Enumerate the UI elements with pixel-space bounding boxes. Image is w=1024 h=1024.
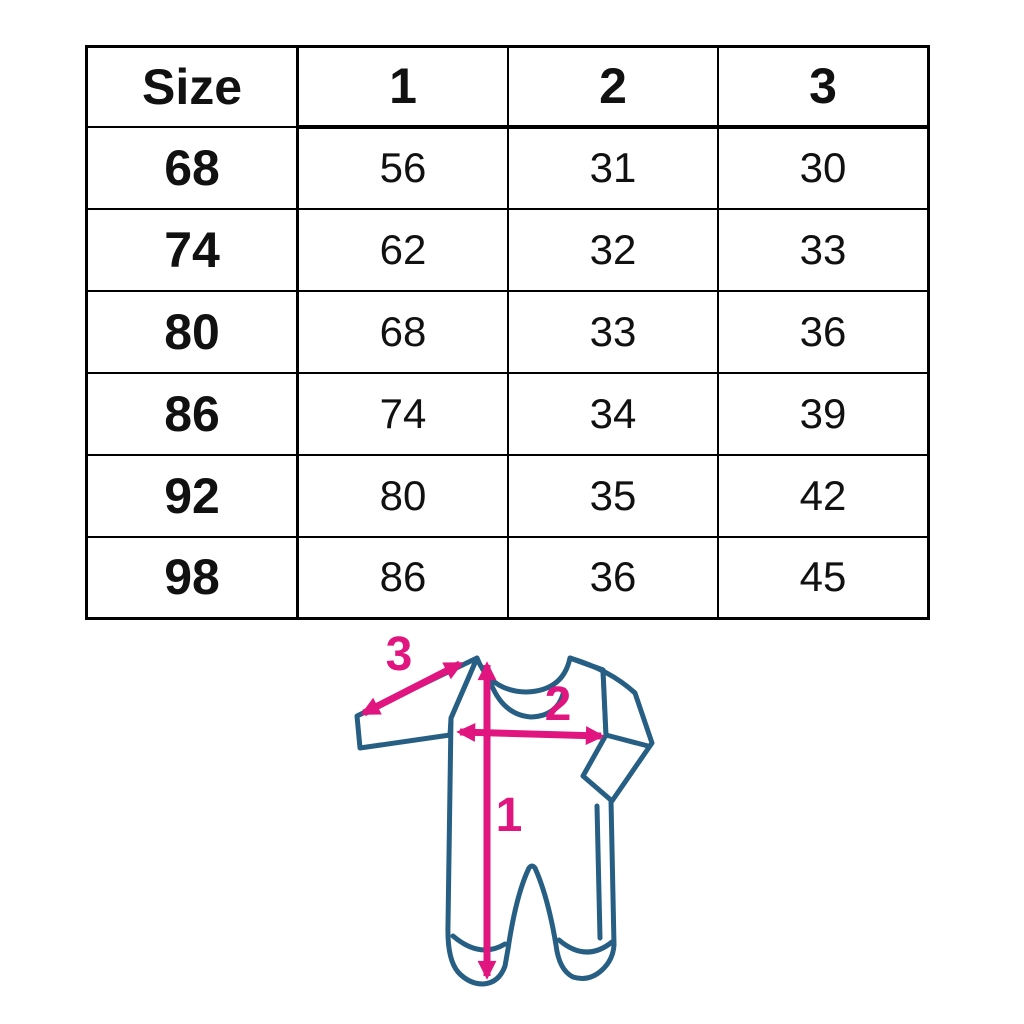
right-cuff-fold-line (603, 732, 651, 749)
value-cell: 68 (296, 289, 509, 374)
size-cell: 86 (85, 371, 299, 456)
arrow-label-2: 2 (545, 678, 572, 731)
value-cell: 33 (507, 289, 719, 374)
value-cell: 74 (296, 371, 509, 456)
value-cell: 56 (296, 125, 509, 210)
size-cell: 92 (85, 453, 299, 538)
arrow-chest-2 (456, 722, 605, 746)
measurement-arrows (360, 660, 605, 980)
table-row: 80 68 33 36 (85, 289, 930, 374)
arrow-label-1: 1 (496, 789, 523, 842)
right-ankle-line (556, 937, 615, 955)
sleepsuit-diagram-icon: 1 2 3 (354, 628, 655, 987)
value-cell: 36 (717, 289, 930, 374)
size-cell: 98 (85, 535, 299, 620)
value-cell: 34 (507, 371, 719, 456)
body-outline (445, 655, 617, 987)
value-cell: 36 (507, 535, 719, 620)
value-cell: 62 (296, 207, 509, 292)
header-cell-1: 1 (296, 45, 509, 129)
size-cell: 68 (85, 125, 299, 210)
value-cell: 35 (507, 453, 719, 538)
arrow-sleeve-3 (360, 660, 464, 717)
value-cell: 42 (717, 453, 930, 538)
measurement-diagram: 1 2 3 (320, 615, 730, 1024)
table-row: 68 56 31 30 (85, 125, 930, 210)
header-cell-2: 2 (507, 45, 719, 129)
header-cell-size: Size (85, 45, 299, 128)
value-cell: 80 (296, 453, 509, 538)
right-sleeve-outline (567, 655, 655, 804)
value-cell: 45 (717, 535, 930, 620)
header-cell-3: 3 (717, 45, 930, 129)
value-cell: 30 (717, 125, 930, 210)
arrow-label-3: 3 (386, 628, 413, 681)
size-cell: 74 (85, 207, 299, 292)
table-row: 74 62 32 33 (85, 207, 930, 292)
table-row: 98 86 36 45 (85, 535, 930, 620)
size-cell: 80 (85, 289, 299, 374)
table-row: 92 80 35 42 (85, 453, 930, 538)
size-table: Size 1 2 3 68 56 31 30 74 62 32 33 (85, 45, 930, 620)
value-cell: 31 (507, 125, 719, 210)
size-table-container: Size 1 2 3 68 56 31 30 74 62 32 33 (85, 45, 930, 620)
value-cell: 86 (296, 535, 509, 620)
value-cell: 39 (717, 371, 930, 456)
arrow-labels: 1 2 3 (386, 628, 572, 842)
value-cell: 33 (717, 207, 930, 292)
table-header-row: Size 1 2 3 (85, 45, 930, 129)
value-cell: 32 (507, 207, 719, 292)
table-row: 86 74 34 39 (85, 371, 930, 456)
side-seam-line (594, 803, 603, 941)
